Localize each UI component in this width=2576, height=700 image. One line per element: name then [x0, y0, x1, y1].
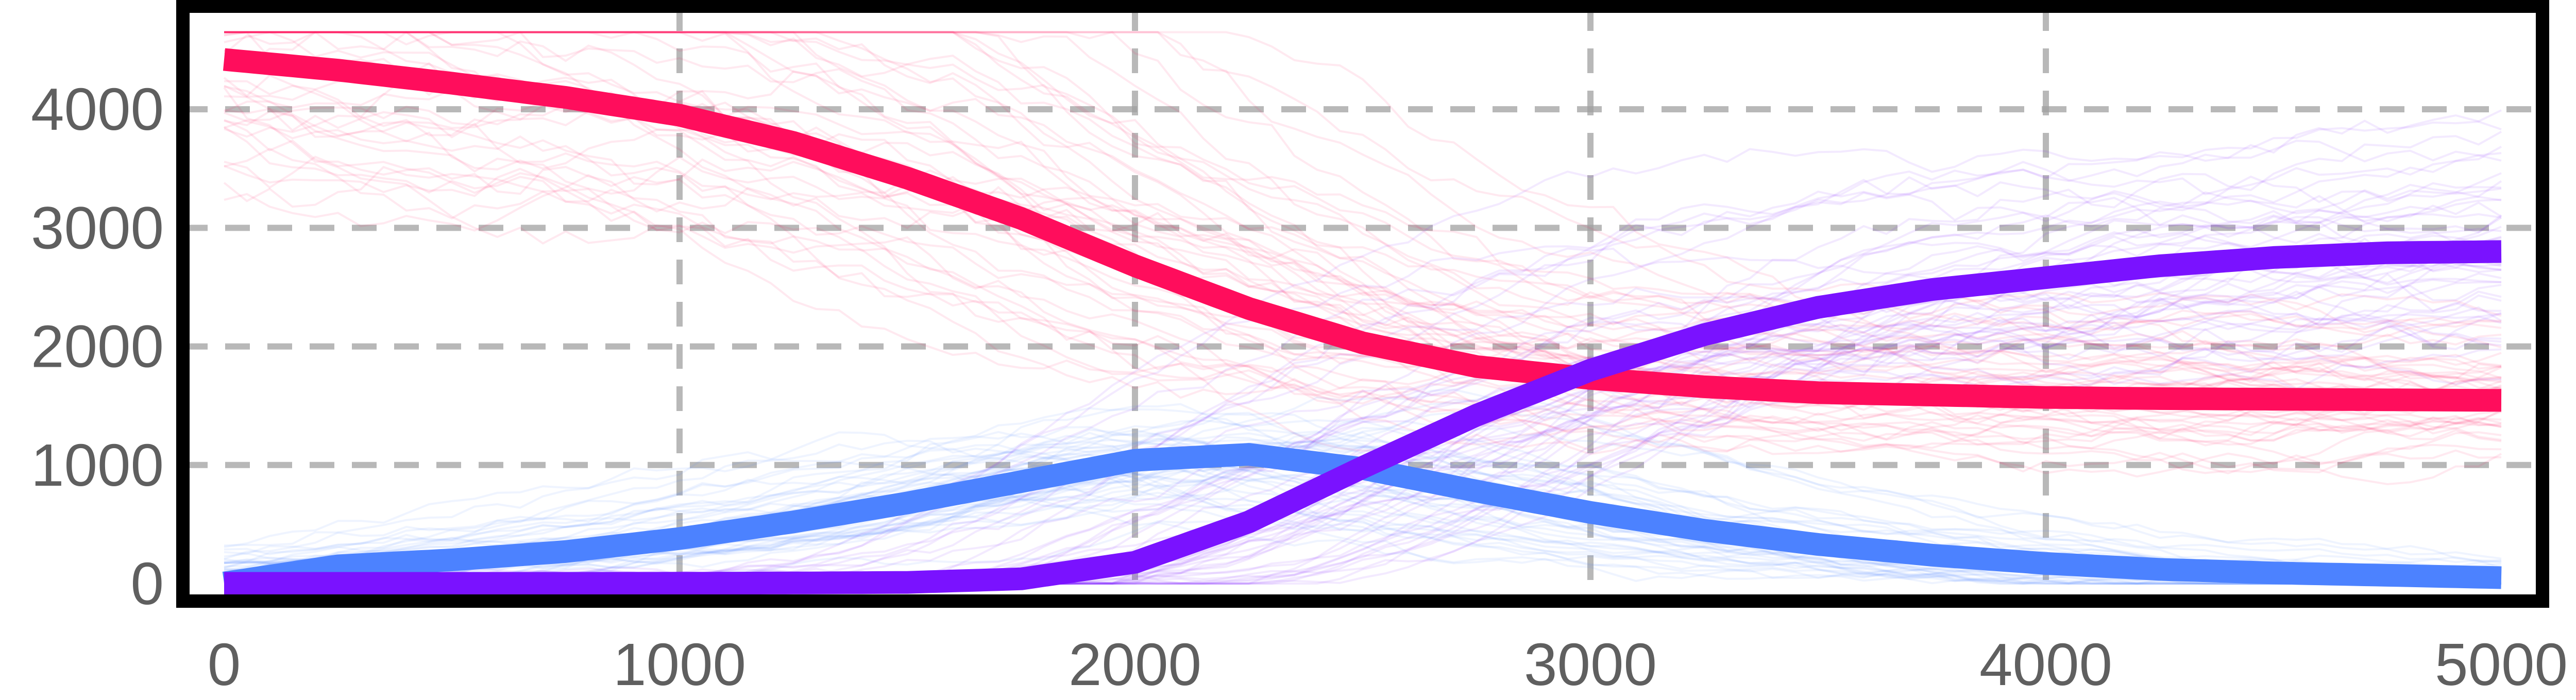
trace-line — [224, 487, 2502, 585]
trace-line — [224, 31, 2502, 379]
trace-line — [224, 174, 2502, 486]
mean-line — [223, 48, 2502, 412]
trace-line — [224, 110, 2502, 443]
trace-line — [224, 410, 2502, 585]
trace-line — [224, 85, 2502, 422]
x-tick-label: 0 — [208, 631, 241, 698]
x-tick-label: 3000 — [1524, 631, 1657, 698]
y-tick-label: 0 — [130, 550, 164, 617]
trace-line — [224, 95, 2502, 398]
trace-line — [224, 431, 2501, 585]
plot-frame — [176, 0, 2549, 608]
mean-curves — [222, 48, 2502, 595]
trace-line — [224, 111, 2502, 460]
trace-line — [223, 87, 2502, 474]
trace-line — [224, 31, 2502, 407]
y-tick-label: 4000 — [31, 76, 164, 143]
trace-line — [224, 426, 2501, 585]
mean-line — [224, 240, 2502, 595]
trace-line — [224, 259, 2502, 585]
trace-line — [224, 420, 2502, 585]
trace-line — [224, 31, 2502, 335]
trace-line — [224, 214, 2502, 585]
trace-line — [224, 31, 2502, 432]
trace-line — [224, 31, 2502, 366]
trace-line — [224, 446, 2501, 585]
trace-line — [224, 31, 2502, 402]
trace-line — [223, 166, 2502, 478]
trace-line — [224, 249, 2502, 585]
trace-line — [224, 31, 2502, 378]
trace-line — [224, 31, 2502, 390]
trace-line — [224, 147, 2502, 433]
x-tick-label: 1000 — [613, 631, 746, 698]
x-tick-label: 5000 — [2435, 631, 2568, 698]
trace-line — [224, 432, 2501, 585]
trace-line — [224, 439, 2501, 585]
trace-line — [224, 481, 2501, 585]
trace-line — [224, 31, 2502, 391]
trace-line — [223, 126, 2502, 453]
x-tick-labels: 0 1000 2000 3000 4000 5000 — [208, 631, 2568, 698]
trace-line — [224, 156, 2502, 425]
x-tick-label: 4000 — [1979, 631, 2112, 698]
trace-line — [224, 31, 2502, 370]
y-tick-label: 1000 — [31, 432, 164, 499]
trace-line — [224, 108, 2502, 435]
y-tick-label: 3000 — [31, 194, 164, 261]
x-tick-label: 2000 — [1069, 631, 1201, 698]
trace-line — [224, 31, 2502, 317]
trace-line — [224, 31, 2502, 347]
trace-line — [224, 165, 2502, 474]
y-tick-labels: 0 1000 2000 3000 4000 — [31, 76, 164, 617]
trace-line — [224, 432, 2502, 585]
trace-line — [224, 31, 2502, 389]
y-tick-label: 2000 — [31, 313, 164, 380]
trace-line — [224, 394, 2502, 585]
trace-line — [224, 31, 2502, 444]
trace-line — [224, 31, 2502, 401]
trace-line — [224, 31, 2502, 412]
trace-line — [224, 438, 2501, 585]
trace-line — [224, 118, 2502, 432]
trace-line — [224, 31, 2502, 337]
trace-line — [224, 31, 2502, 349]
